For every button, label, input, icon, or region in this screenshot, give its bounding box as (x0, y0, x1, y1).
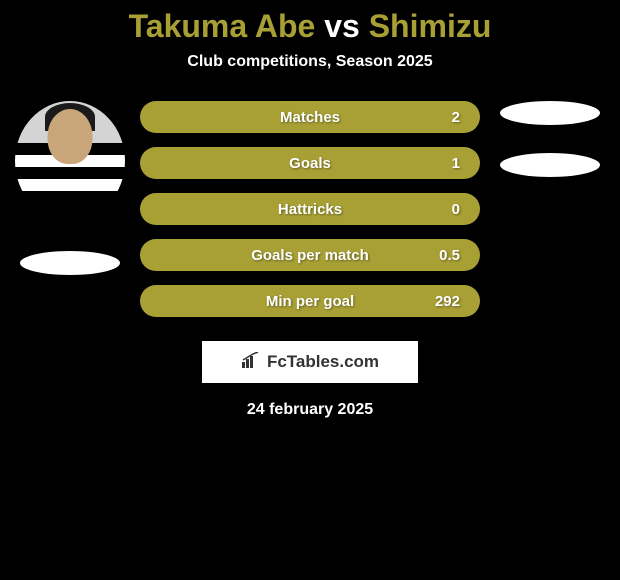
stat-bar: Min per goal 292 (140, 285, 480, 317)
player-avatar (15, 101, 125, 221)
brand-logo: FcTables.com (202, 341, 418, 383)
stat-bar: Matches 2 (140, 101, 480, 133)
player-name: Takuma Abe (129, 8, 316, 44)
left-column (10, 101, 130, 275)
stat-value: 0 (452, 201, 460, 218)
stat-value: 2 (452, 109, 460, 126)
right-pill-2 (500, 153, 600, 177)
stat-label: Hattricks (278, 201, 342, 218)
footer-date: 24 february 2025 (0, 401, 620, 419)
avatar-head (48, 109, 93, 164)
stat-bar: Hattricks 0 (140, 193, 480, 225)
stats-column: Matches 2 Goals 1 Hattricks 0 Goals per match 0… (130, 101, 490, 331)
stat-label: Matches (280, 109, 340, 126)
stat-bar: Goals per match 0.5 (140, 239, 480, 271)
content-row: Matches 2 Goals 1 Hattricks 0 Goals per match 0… (0, 101, 620, 331)
right-pill-1 (500, 101, 600, 125)
stat-label: Goals per match (251, 247, 369, 264)
brand-text: FcTables.com (267, 352, 379, 372)
stat-value: 1 (452, 155, 460, 172)
stat-label: Min per goal (266, 293, 354, 310)
stat-bar: Goals 1 (140, 147, 480, 179)
chart-icon (241, 352, 261, 373)
opponent-name: Shimizu (369, 8, 492, 44)
right-column (490, 101, 610, 205)
vs-text: vs (324, 8, 360, 44)
comparison-title: Takuma Abe vs Shimizu (0, 0, 620, 45)
stat-value: 0.5 (439, 247, 460, 264)
stat-value: 292 (435, 293, 460, 310)
subtitle: Club competitions, Season 2025 (0, 53, 620, 71)
left-pill (20, 251, 120, 275)
stat-label: Goals (289, 155, 331, 172)
